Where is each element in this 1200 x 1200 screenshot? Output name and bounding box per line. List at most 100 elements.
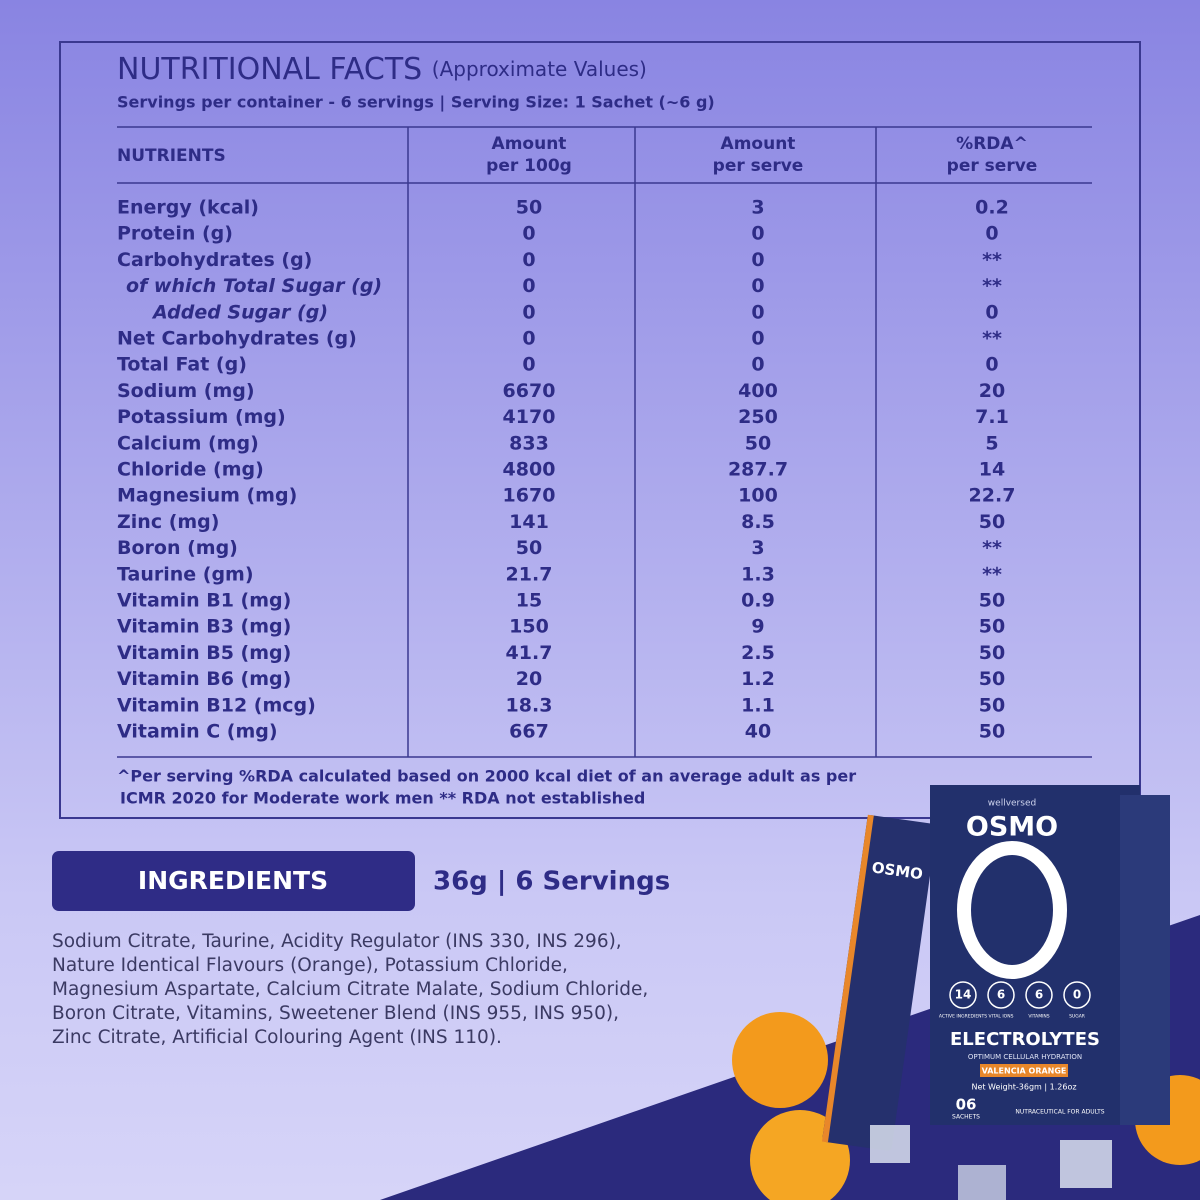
- nutrient-name: Calcium (mg): [117, 432, 259, 454]
- box-side: [1120, 795, 1170, 1125]
- badge-value: 14: [955, 988, 972, 1002]
- cell-value: 287.7: [728, 459, 788, 481]
- nutrient-name: Energy (kcal): [117, 197, 259, 219]
- cell-value: **: [982, 537, 1002, 559]
- cell-value: 0: [751, 328, 764, 350]
- nutrient-name: Boron (mg): [117, 537, 238, 559]
- nutrient-name: Sodium (mg): [117, 380, 255, 402]
- logo-o: [957, 841, 1067, 979]
- cell-value: 50: [979, 721, 1005, 743]
- cell-value: 50: [979, 616, 1005, 638]
- cell-value: 15: [516, 590, 542, 612]
- ingredients-line: Nature Identical Flavours (Orange), Pota…: [52, 955, 568, 976]
- cell-value: 50: [745, 432, 771, 454]
- cell-value: 40: [745, 721, 771, 743]
- cell-value: 400: [738, 380, 778, 402]
- cell-value: 0: [751, 275, 764, 297]
- ingredients-line: Zinc Citrate, Artificial Colouring Agent…: [52, 1027, 502, 1048]
- tagline: OPTIMUM CELLULAR HYDRATION: [968, 1053, 1082, 1061]
- cell-value: 0: [985, 354, 998, 376]
- ice: [870, 1125, 910, 1163]
- cell-value: 7.1: [975, 406, 1009, 428]
- cell-value: 6670: [503, 380, 556, 402]
- badge: [949, 981, 977, 1009]
- cell-value: 20: [516, 668, 542, 690]
- ingredients-line: Magnesium Aspartate, Calcium Citrate Mal…: [52, 979, 648, 1000]
- cell-value: 20: [979, 380, 1005, 402]
- cell-value: 21.7: [506, 563, 553, 585]
- title: NUTRITIONAL FACTS (Approximate Values): [117, 52, 647, 87]
- flavour-band: [980, 1064, 1068, 1077]
- cell-value: 50: [979, 694, 1005, 716]
- nutrient-name: Potassium (mg): [117, 406, 286, 428]
- badge: [1025, 981, 1053, 1009]
- cell-value: **: [982, 328, 1002, 350]
- cell-value: 8.5: [741, 511, 775, 533]
- cell-value: 0: [522, 328, 535, 350]
- column-header: Amount: [721, 134, 796, 154]
- nutrient-name: Carbohydrates (g): [117, 249, 312, 271]
- product-name: ELECTROLYTES: [950, 1029, 1100, 1050]
- nutrient-name: Net Carbohydrates (g): [117, 328, 357, 350]
- nutrient-name: Vitamin B12 (mcg): [117, 694, 316, 716]
- cell-value: 0: [522, 301, 535, 323]
- cell-value: 0: [751, 354, 764, 376]
- nutrient-name: Chloride (mg): [117, 459, 264, 481]
- servings: Servings per container - 6 servings | Se…: [117, 93, 715, 113]
- count: 06: [956, 1096, 977, 1114]
- cell-value: 50: [979, 642, 1005, 664]
- cell-value: 1.3: [741, 563, 775, 585]
- cell-value: 5: [985, 432, 998, 454]
- nutrient-name: Vitamin B5 (mg): [117, 642, 291, 664]
- column-header: per serve: [713, 156, 804, 176]
- cell-value: 22.7: [969, 485, 1016, 507]
- badge-label: VITAMINS: [1028, 1014, 1049, 1020]
- cell-value: 0: [522, 354, 535, 376]
- cell-value: 0: [751, 301, 764, 323]
- ingredients-line: Sodium Citrate, Taurine, Acidity Regulat…: [52, 931, 622, 952]
- ice: [1060, 1140, 1112, 1188]
- badge-label: VITAL IONS: [989, 1014, 1014, 1020]
- cell-value: 250: [738, 406, 778, 428]
- cell-value: 41.7: [506, 642, 553, 664]
- cell-value: **: [982, 563, 1002, 585]
- column-header: %RDA^: [956, 134, 1028, 154]
- cell-value: 667: [509, 721, 549, 743]
- cell-value: 9: [751, 616, 764, 638]
- weight: Net Weight-36gm | 1.26oz: [971, 1083, 1076, 1092]
- category: NUTRACEUTICAL FOR ADULTS: [1015, 1109, 1104, 1116]
- badge: [987, 981, 1015, 1009]
- brand-name: OSMO: [966, 812, 1058, 843]
- sachet: [822, 815, 937, 1151]
- cell-value: 833: [509, 432, 549, 454]
- cell-value: 0.2: [975, 197, 1009, 219]
- badge-value: 0: [1073, 988, 1081, 1002]
- cell-value: 0: [985, 301, 998, 323]
- badge-label: SUGAR: [1069, 1014, 1085, 1020]
- cell-value: 3: [751, 537, 764, 559]
- cell-value: 0: [751, 223, 764, 245]
- ingredients-label: INGREDIENTS: [138, 866, 328, 895]
- footnote: ICMR 2020 for Moderate work men ** RDA n…: [120, 789, 645, 808]
- column-header: NUTRIENTS: [117, 146, 226, 166]
- cell-value: 0: [522, 275, 535, 297]
- cell-value: 0: [522, 223, 535, 245]
- nutrient-name: Total Fat (g): [117, 354, 247, 376]
- cell-value: **: [982, 275, 1002, 297]
- ice: [958, 1165, 1006, 1200]
- cell-value: 3: [751, 197, 764, 219]
- nutrient-name: Magnesium (mg): [117, 485, 297, 507]
- cell-value: 1.1: [741, 694, 775, 716]
- pack-size: 36g | 6 Servings: [433, 867, 670, 897]
- brand: wellversed: [988, 799, 1036, 809]
- flavour: VALENCIA ORANGE: [982, 1067, 1067, 1076]
- badge: [1063, 981, 1091, 1009]
- ingredients: Sodium Citrate, Taurine, Acidity Regulat…: [52, 931, 648, 1048]
- cell-value: 18.3: [506, 694, 553, 716]
- column-header: Amount: [492, 134, 567, 154]
- cell-value: 14: [979, 459, 1005, 481]
- badge-value: 6: [997, 988, 1005, 1002]
- cell-value: 50: [979, 590, 1005, 612]
- cell-value: 1670: [503, 485, 556, 507]
